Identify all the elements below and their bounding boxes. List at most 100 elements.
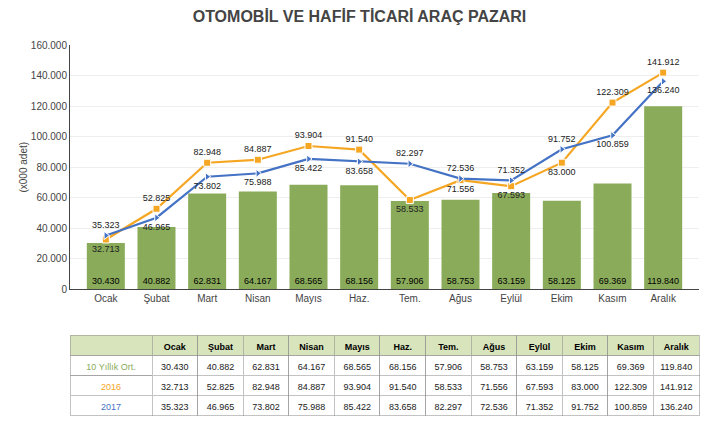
svg-text:71.556: 71.556 bbox=[480, 382, 508, 392]
svg-text:2016: 2016 bbox=[101, 382, 121, 392]
svg-text:141.912: 141.912 bbox=[660, 382, 693, 392]
svg-text:Mayıs: Mayıs bbox=[295, 293, 322, 304]
svg-text:62.831: 62.831 bbox=[252, 362, 280, 372]
svg-text:Nisan: Nisan bbox=[245, 293, 271, 304]
svg-text:62.831: 62.831 bbox=[193, 276, 221, 286]
svg-text:Tem.: Tem. bbox=[399, 293, 421, 304]
svg-text:72.536: 72.536 bbox=[480, 402, 508, 412]
svg-text:Mart: Mart bbox=[256, 342, 275, 352]
svg-text:91.540: 91.540 bbox=[389, 382, 417, 392]
svg-text:30.430: 30.430 bbox=[92, 276, 120, 286]
svg-text:67.593: 67.593 bbox=[497, 190, 525, 200]
svg-text:Aralık: Aralık bbox=[664, 342, 690, 352]
svg-text:85.422: 85.422 bbox=[295, 163, 323, 173]
svg-text:(x000 adet): (x000 adet) bbox=[18, 142, 29, 193]
svg-text:73.802: 73.802 bbox=[252, 402, 280, 412]
svg-text:0: 0 bbox=[61, 284, 67, 295]
svg-text:119.840: 119.840 bbox=[660, 362, 692, 372]
svg-text:140.000: 140.000 bbox=[31, 70, 68, 81]
svg-text:91.540: 91.540 bbox=[345, 134, 373, 144]
svg-text:73.802: 73.802 bbox=[193, 181, 221, 191]
svg-text:30.430: 30.430 bbox=[161, 362, 189, 372]
svg-text:68.156: 68.156 bbox=[345, 276, 373, 286]
svg-text:Ocak: Ocak bbox=[94, 293, 118, 304]
svg-text:OTOMOBİL VE HAFİF TİCARİ ARAÇ: OTOMOBİL VE HAFİF TİCARİ ARAÇ PAZARI bbox=[193, 8, 527, 25]
svg-text:91.752: 91.752 bbox=[571, 402, 599, 412]
svg-text:83.000: 83.000 bbox=[548, 167, 576, 177]
svg-text:Aralık: Aralık bbox=[650, 293, 677, 304]
svg-text:Haz.: Haz. bbox=[393, 342, 412, 352]
svg-text:136.240: 136.240 bbox=[660, 402, 693, 412]
svg-text:82.297: 82.297 bbox=[396, 148, 424, 158]
svg-text:57.906: 57.906 bbox=[435, 362, 463, 372]
svg-text:58.753: 58.753 bbox=[480, 362, 508, 372]
svg-text:69.369: 69.369 bbox=[617, 362, 645, 372]
svg-text:Haz.: Haz. bbox=[349, 293, 370, 304]
svg-text:Ağus: Ağus bbox=[483, 342, 506, 352]
svg-text:35.323: 35.323 bbox=[161, 402, 189, 412]
svg-text:58.125: 58.125 bbox=[571, 362, 599, 372]
svg-text:Nisan: Nisan bbox=[299, 342, 324, 352]
svg-text:82.948: 82.948 bbox=[193, 147, 221, 157]
svg-text:40.000: 40.000 bbox=[36, 223, 67, 234]
svg-text:64.167: 64.167 bbox=[244, 276, 272, 286]
svg-text:32.713: 32.713 bbox=[92, 244, 120, 254]
svg-text:58.533: 58.533 bbox=[396, 204, 424, 214]
svg-text:141.912: 141.912 bbox=[647, 57, 680, 67]
svg-text:63.159: 63.159 bbox=[497, 276, 525, 286]
svg-text:Kasım: Kasım bbox=[598, 293, 626, 304]
svg-text:Ekim: Ekim bbox=[551, 293, 573, 304]
svg-text:Mayıs: Mayıs bbox=[345, 342, 370, 352]
svg-text:83.000: 83.000 bbox=[571, 382, 599, 392]
svg-text:Ağus: Ağus bbox=[449, 293, 472, 304]
svg-text:Ekim: Ekim bbox=[574, 342, 596, 352]
svg-text:Şubat: Şubat bbox=[208, 342, 233, 352]
svg-text:82.297: 82.297 bbox=[435, 402, 463, 412]
svg-text:20.000: 20.000 bbox=[36, 253, 67, 264]
svg-text:91.752: 91.752 bbox=[548, 134, 576, 144]
svg-text:40.882: 40.882 bbox=[207, 362, 235, 372]
svg-text:57.906: 57.906 bbox=[396, 276, 424, 286]
svg-text:84.887: 84.887 bbox=[244, 144, 272, 154]
svg-text:82.948: 82.948 bbox=[252, 382, 280, 392]
svg-text:58.533: 58.533 bbox=[435, 382, 463, 392]
svg-text:60.000: 60.000 bbox=[36, 192, 67, 203]
svg-text:93.904: 93.904 bbox=[343, 382, 371, 392]
svg-text:72.536: 72.536 bbox=[447, 163, 475, 173]
svg-text:46.965: 46.965 bbox=[207, 402, 235, 412]
svg-text:68.565: 68.565 bbox=[295, 276, 323, 286]
svg-text:80.000: 80.000 bbox=[36, 162, 67, 173]
svg-text:10 Yıllık Ort.: 10 Yıllık Ort. bbox=[86, 362, 135, 372]
svg-text:100.000: 100.000 bbox=[31, 131, 68, 142]
svg-text:68.156: 68.156 bbox=[389, 362, 417, 372]
svg-text:Şubat: Şubat bbox=[143, 293, 169, 304]
svg-text:58.125: 58.125 bbox=[548, 276, 576, 286]
svg-text:85.422: 85.422 bbox=[343, 402, 371, 412]
svg-text:160.000: 160.000 bbox=[31, 40, 68, 51]
svg-text:84.887: 84.887 bbox=[298, 382, 326, 392]
svg-text:32.713: 32.713 bbox=[161, 382, 189, 392]
svg-text:122.309: 122.309 bbox=[614, 382, 647, 392]
svg-text:52.825: 52.825 bbox=[143, 193, 171, 203]
svg-text:93.904: 93.904 bbox=[295, 130, 323, 140]
svg-text:Kasım: Kasım bbox=[617, 342, 644, 352]
svg-text:68.565: 68.565 bbox=[343, 362, 371, 372]
svg-text:100.859: 100.859 bbox=[596, 139, 629, 149]
svg-text:46.965: 46.965 bbox=[143, 222, 171, 232]
svg-text:119.840: 119.840 bbox=[647, 276, 679, 286]
svg-text:120.000: 120.000 bbox=[31, 101, 68, 112]
svg-text:Tem.: Tem. bbox=[438, 342, 458, 352]
svg-text:75.988: 75.988 bbox=[244, 177, 272, 187]
svg-text:100.859: 100.859 bbox=[614, 402, 647, 412]
svg-text:2017: 2017 bbox=[101, 402, 121, 412]
svg-text:35.323: 35.323 bbox=[92, 220, 120, 230]
svg-text:40.882: 40.882 bbox=[143, 276, 171, 286]
svg-text:83.658: 83.658 bbox=[389, 402, 417, 412]
svg-text:Eylül: Eylül bbox=[500, 293, 522, 304]
svg-text:75.988: 75.988 bbox=[298, 402, 326, 412]
svg-text:67.593: 67.593 bbox=[526, 382, 554, 392]
svg-text:71.352: 71.352 bbox=[497, 165, 525, 175]
svg-text:71.556: 71.556 bbox=[447, 184, 475, 194]
svg-text:136.240: 136.240 bbox=[647, 85, 680, 95]
svg-text:52.825: 52.825 bbox=[207, 382, 235, 392]
